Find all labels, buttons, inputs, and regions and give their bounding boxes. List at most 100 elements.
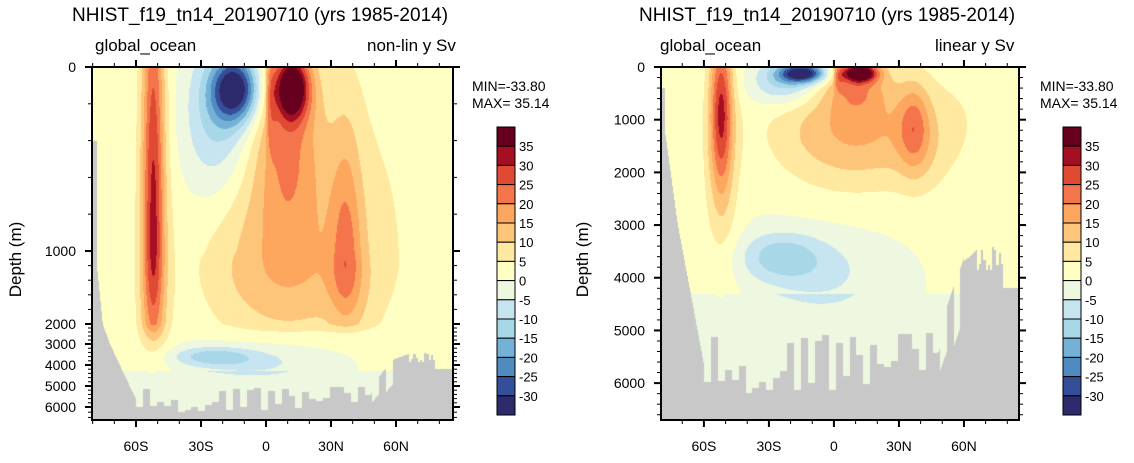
colorbar-swatch	[496, 260, 516, 282]
colorbar-label: -15	[1085, 331, 1104, 346]
x-tick-label: 0	[830, 438, 838, 454]
min-label: MIN=-33.80	[472, 78, 546, 94]
colorbar-label: 5	[1085, 254, 1092, 269]
colorbar-swatch	[1062, 280, 1082, 301]
colorbar-swatch	[1062, 241, 1082, 262]
colorbar-swatch	[1062, 164, 1082, 186]
colorbar-swatch	[496, 164, 516, 186]
panel-nonlinear: NHIST_f19_tn14_20190710 (yrs 1985-2014) …	[6, 5, 550, 454]
y-tick-label: 1000	[45, 243, 76, 259]
colorbar-label: 30	[519, 158, 533, 173]
max-label: MAX= 35.14	[1040, 95, 1118, 111]
x-tick-label: 60S	[124, 438, 149, 454]
colorbar-swatch	[496, 337, 516, 358]
colorbar-swatch	[1062, 318, 1082, 339]
colorbar-swatch	[496, 203, 516, 224]
colorbar-label: -15	[519, 331, 538, 346]
colorbar-label: 25	[1085, 178, 1099, 193]
colorbar-label: 0	[519, 274, 526, 289]
contour-field	[661, 67, 1019, 420]
x-tick-label: 30N	[318, 438, 344, 454]
scale-label: linear y Sv	[935, 36, 1015, 55]
colorbar-swatch	[1062, 395, 1082, 416]
colorbar-swatch	[1062, 222, 1082, 243]
y-tick-label: 2000	[45, 316, 76, 332]
colorbar-label: 0	[1085, 274, 1092, 289]
colorbar-swatch	[496, 376, 516, 397]
colorbar-swatch	[1062, 203, 1082, 224]
colorbar-swatch	[496, 184, 516, 205]
y-tick-label: 6000	[45, 399, 76, 415]
colorbar-label: 15	[519, 216, 533, 231]
contour-field	[92, 67, 453, 420]
colorbar-swatch	[496, 299, 516, 320]
colorbar-label: -10	[1085, 312, 1104, 327]
min-label: MIN=-33.80	[1040, 78, 1114, 94]
colorbar-swatch	[1062, 126, 1082, 147]
axes: 60S 30S 0 30N 60N 0 1000 2000 3000 4000 5000 6000 De…	[6, 59, 538, 454]
colorbar-label: 20	[1085, 197, 1099, 212]
y-tick-label: 0	[637, 59, 645, 75]
x-tick-label: 30S	[189, 438, 214, 454]
x-tick-label: 60N	[951, 438, 977, 454]
colorbar-label: 30	[1085, 158, 1099, 173]
colorbar-label: -5	[1085, 293, 1097, 308]
y-tick-label: 2000	[614, 164, 645, 180]
colorbar-swatch	[496, 318, 516, 339]
colorbar-label: -20	[519, 350, 538, 365]
colorbar-swatch	[496, 222, 516, 243]
colorbar-label: 15	[1085, 216, 1099, 231]
axes: 60S 30S 0 30N 60N 0 1000 2000 3000 4000 5000 6000 De…	[573, 59, 1104, 454]
y-tick-label: 4000	[45, 357, 76, 373]
colorbar-swatch	[496, 145, 516, 166]
x-tick-label: 0	[262, 438, 270, 454]
scale-label: non-lin y Sv	[367, 36, 456, 55]
colorbar-label: -30	[519, 389, 538, 404]
colorbar-label: 20	[519, 197, 533, 212]
panel-title: NHIST_f19_tn14_20190710 (yrs 1985-2014)	[72, 5, 449, 26]
y-tick-label: 6000	[614, 375, 645, 391]
colorbar-label: 5	[519, 254, 526, 269]
colorbar-swatch	[496, 395, 516, 416]
colorbar-swatch	[496, 280, 516, 301]
x-tick-label: 30N	[886, 438, 912, 454]
y-tick-label: 3000	[614, 217, 645, 233]
colorbar-label: 25	[519, 178, 533, 193]
y-tick-label: 0	[68, 59, 76, 75]
colorbar-swatch	[1062, 299, 1082, 320]
colorbar-swatch	[1062, 145, 1082, 166]
plot-frame	[91, 66, 454, 421]
colorbar-swatch	[1062, 356, 1082, 378]
colorbar-swatch	[496, 241, 516, 262]
colorbar-swatch	[1062, 260, 1082, 282]
colorbar-label: -30	[1085, 389, 1104, 404]
region-label: global_ocean	[660, 36, 762, 55]
colorbar-swatch	[496, 126, 516, 147]
x-tick-label: 60N	[383, 438, 409, 454]
region-label: global_ocean	[95, 36, 197, 55]
x-tick-label: 30S	[756, 438, 781, 454]
colorbar-swatch	[496, 356, 516, 378]
y-tick-label: 1000	[614, 112, 645, 128]
max-label: MAX= 35.14	[472, 95, 550, 111]
colorbar-label: -25	[1085, 370, 1104, 385]
colorbar-label: 35	[1085, 139, 1099, 154]
colorbar-label: -20	[1085, 350, 1104, 365]
colorbar-label: 10	[1085, 235, 1099, 250]
y-axis-label: Depth (m)	[6, 222, 25, 298]
colorbar-swatch	[1062, 184, 1082, 205]
panel-linear: NHIST_f19_tn14_20190710 (yrs 1985-2014) …	[567, 0, 1134, 463]
colorbar-label: -5	[519, 293, 531, 308]
colorbar-label: 35	[519, 139, 533, 154]
colorbar-swatch	[1062, 376, 1082, 397]
y-axis-label: Depth (m)	[573, 222, 592, 298]
colorbar-label: -10	[519, 312, 538, 327]
panel-title: NHIST_f19_tn14_20190710 (yrs 1985-2014)	[639, 5, 1016, 26]
colorbar-swatch	[1062, 337, 1082, 358]
colorbar-label: 10	[519, 235, 533, 250]
y-tick-label: 4000	[614, 270, 645, 286]
y-tick-label: 3000	[45, 336, 76, 352]
y-tick-label: 5000	[45, 378, 76, 394]
x-tick-label: 60S	[691, 438, 716, 454]
colorbar-label: -25	[519, 370, 538, 385]
